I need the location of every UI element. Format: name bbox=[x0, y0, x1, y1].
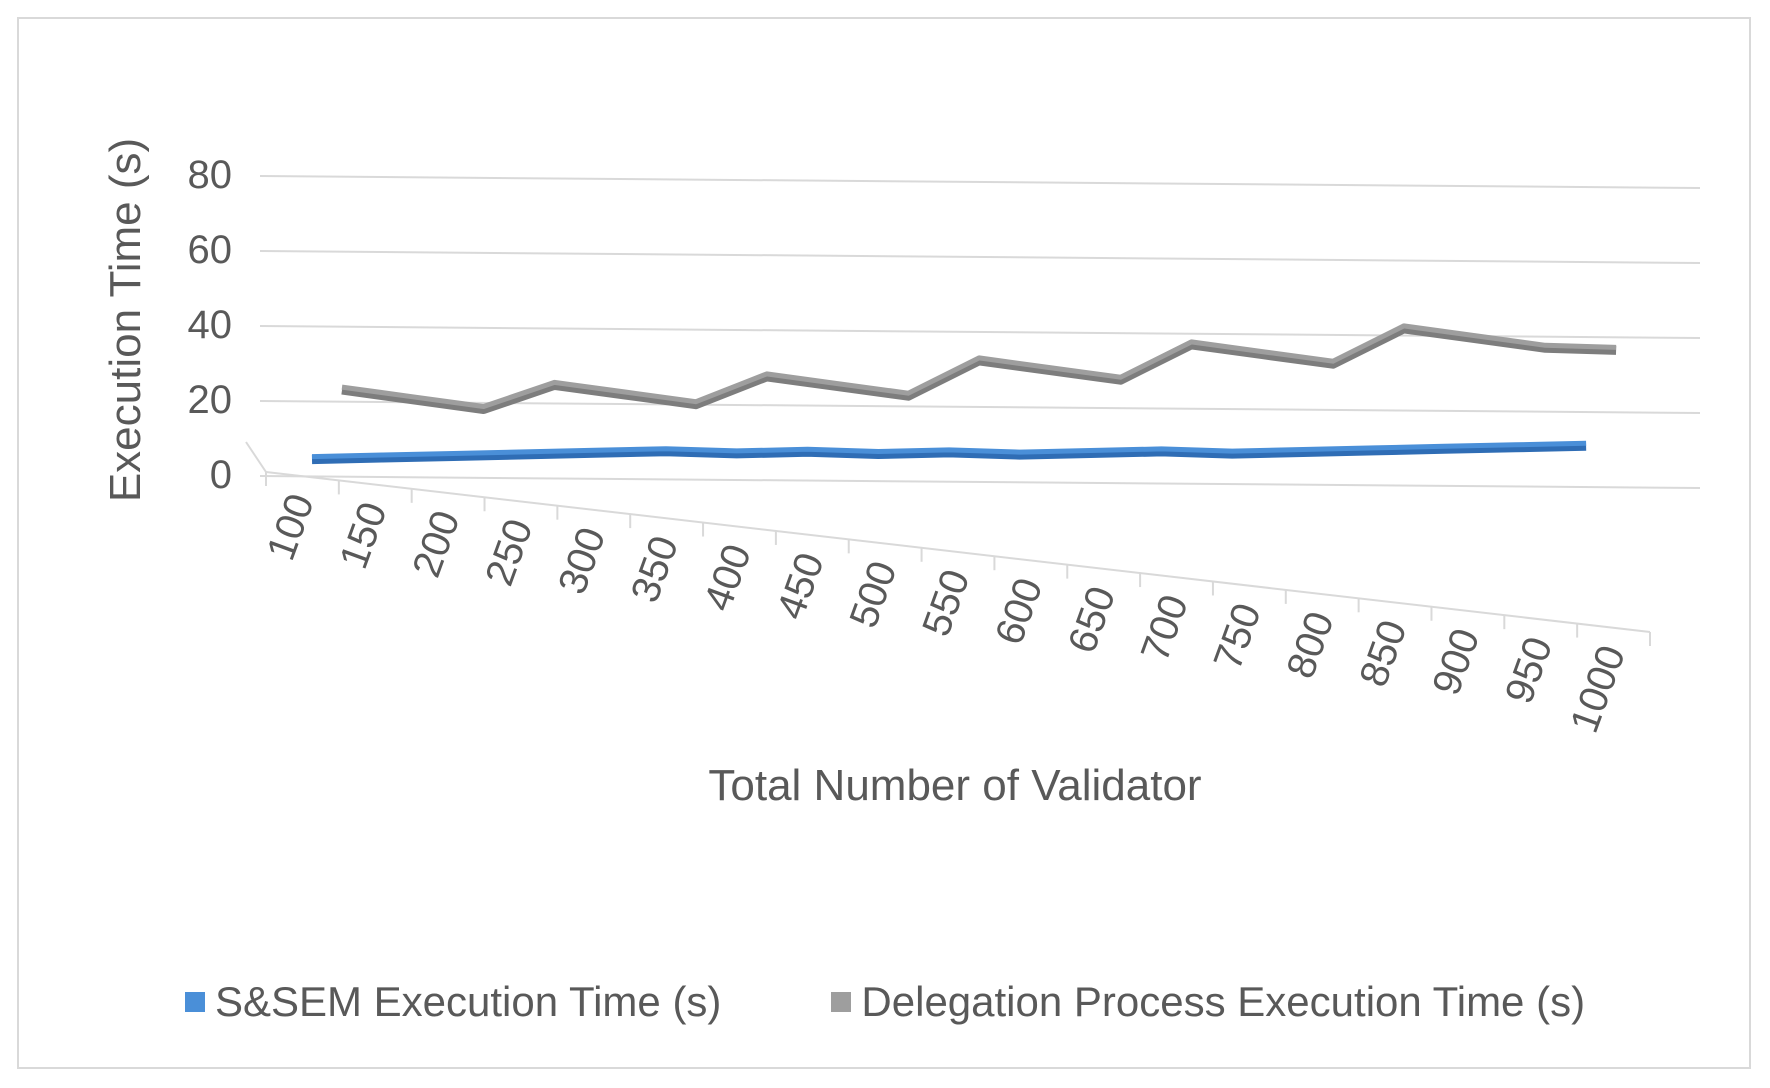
x-tick-label: 1000 bbox=[1562, 640, 1634, 739]
series-layer bbox=[311, 323, 1617, 465]
x-tick-label: 600 bbox=[987, 572, 1051, 650]
gridline bbox=[259, 475, 1701, 489]
floor-front-edge bbox=[265, 471, 1651, 633]
x-tick-label: 650 bbox=[1060, 581, 1124, 659]
x-axis-title: Total Number of Validator bbox=[708, 761, 1201, 810]
y-tick-label: 20 bbox=[188, 378, 233, 422]
y-tick-label: 40 bbox=[188, 303, 233, 347]
series-line-shadow bbox=[311, 441, 1587, 465]
x-tick-label: 550 bbox=[914, 564, 978, 642]
x-tick-label: 700 bbox=[1133, 589, 1197, 667]
series-delegation bbox=[341, 323, 1617, 414]
x-tick-label: 250 bbox=[477, 514, 541, 592]
gridline bbox=[259, 175, 1701, 189]
series-line bbox=[341, 323, 1617, 409]
legend: S&SEM Execution Time (s) Delegation Proc… bbox=[0, 978, 1770, 1026]
series-ssem bbox=[311, 440, 1587, 465]
x-axis-ticks: 100 150 200 250 300 350 400 450 500 550 600 650 700 7… bbox=[259, 472, 1651, 739]
series-line-shadow bbox=[341, 324, 1617, 414]
legend-label-ssem: S&SEM Execution Time (s) bbox=[214, 978, 722, 1025]
x-tick-label: 900 bbox=[1424, 623, 1488, 701]
y-axis-title: Execution Time (s) bbox=[101, 138, 150, 502]
legend-swatch-delegation bbox=[831, 992, 852, 1012]
x-tick-label: 350 bbox=[623, 530, 687, 608]
x-tick-label: 100 bbox=[259, 488, 323, 566]
y-axis-ticks: 0 20 40 60 80 bbox=[188, 153, 233, 497]
x-tick-label: 950 bbox=[1497, 631, 1561, 709]
x-tick-label: 400 bbox=[696, 539, 760, 617]
legend-item-ssem[interactable]: S&SEM Execution Time (s) bbox=[184, 978, 722, 1026]
x-tick-label: 300 bbox=[550, 522, 614, 600]
x-tick-label: 750 bbox=[1206, 598, 1270, 676]
y-tick-label: 60 bbox=[188, 228, 233, 272]
y-tick-label: 80 bbox=[188, 153, 233, 197]
legend-swatch-ssem bbox=[184, 992, 205, 1012]
x-tick-label: 200 bbox=[404, 505, 468, 583]
legend-item-delegation[interactable]: Delegation Process Execution Time (s) bbox=[831, 978, 1585, 1026]
series-line bbox=[311, 440, 1587, 460]
legend-label-delegation: Delegation Process Execution Time (s) bbox=[861, 978, 1586, 1025]
floor-side-edge bbox=[245, 441, 267, 473]
y-tick-label: 0 bbox=[210, 453, 232, 497]
x-tick-label: 800 bbox=[1278, 606, 1342, 684]
x-tick-label: 150 bbox=[332, 497, 396, 575]
x-tick-label: 500 bbox=[841, 556, 905, 634]
gridline bbox=[259, 250, 1701, 264]
x-tick-label: 850 bbox=[1351, 615, 1415, 693]
x-tick-label: 450 bbox=[769, 547, 833, 625]
